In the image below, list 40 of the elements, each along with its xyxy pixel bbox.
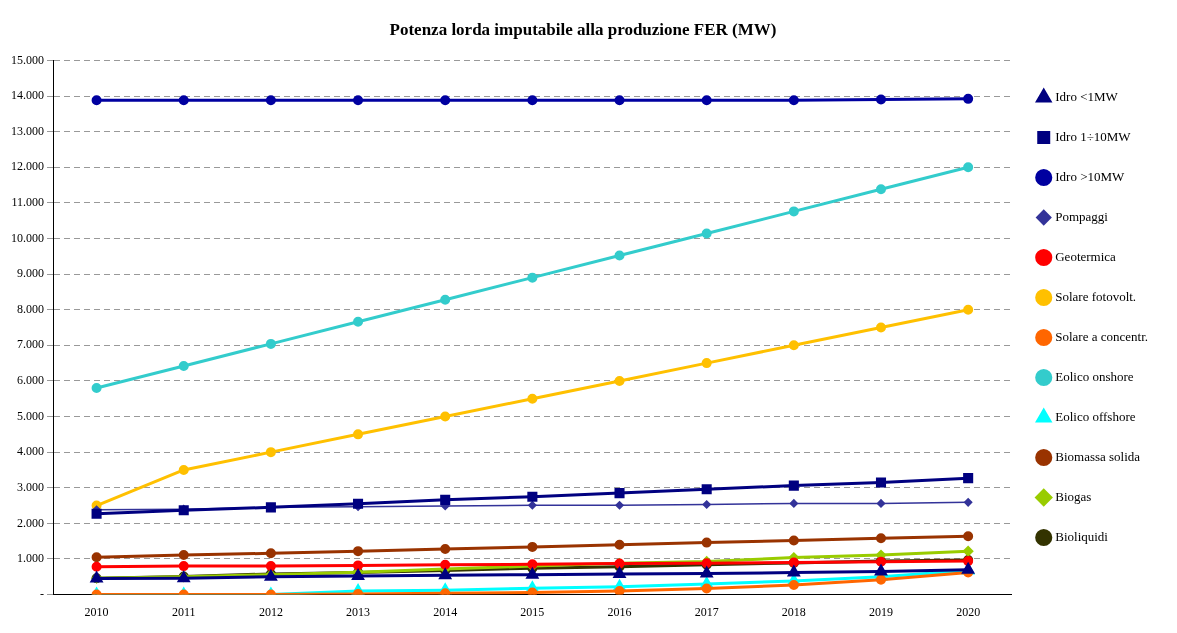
x-tick-label: 2018 <box>781 604 806 619</box>
y-tick-label: 1.000 <box>17 551 44 566</box>
y-tick-label: 5.000 <box>17 408 44 423</box>
legend-label: Bioliquidi <box>1055 528 1109 544</box>
legend-label: Idro <1MW <box>1055 88 1119 104</box>
y-tick-label: 7.000 <box>17 337 44 352</box>
y-tick-label: 8.000 <box>17 301 44 316</box>
legend-label: Pompaggi <box>1055 208 1109 224</box>
y-tick-label: - <box>40 586 44 601</box>
legend-label: Solare a concentr. <box>1055 328 1148 344</box>
legend-label: Idro >10MW <box>1055 168 1126 184</box>
chart-title: Potenza lorda imputabile alla produzione FER (MW) <box>389 19 777 39</box>
y-tick-label: 2.000 <box>17 515 44 530</box>
x-tick-label: 2012 <box>258 604 283 619</box>
legend-label: Biomassa solida <box>1055 448 1141 464</box>
x-tick-label: 2015 <box>520 604 545 619</box>
y-tick-label: 15.000 <box>11 52 44 67</box>
legend-label: Geotermica <box>1055 248 1117 264</box>
x-tick-label: 2020 <box>956 604 981 619</box>
y-tick-label: 9.000 <box>17 266 44 281</box>
y-tick-label: 6.000 <box>17 373 44 388</box>
y-tick-label: 11.000 <box>11 195 44 210</box>
x-tick-label: 2014 <box>433 604 458 619</box>
y-tick-label: 14.000 <box>11 88 44 103</box>
legend-label: Idro 1÷10MW <box>1055 128 1132 144</box>
x-tick-label: 2010 <box>84 604 109 619</box>
legend-label: Eolico offshore <box>1055 408 1136 424</box>
x-tick-label: 2019 <box>869 604 893 619</box>
legend-label: Eolico onshore <box>1055 368 1134 384</box>
y-tick-label: 10.000 <box>11 230 44 245</box>
y-tick-label: 4.000 <box>17 444 44 459</box>
x-tick-label: 2016 <box>607 604 632 619</box>
y-tick-label: 3.000 <box>17 479 44 494</box>
x-tick-label: 2013 <box>346 604 371 619</box>
y-tick-label: 13.000 <box>11 123 44 138</box>
legend-label: Solare fotovolt. <box>1055 288 1137 304</box>
y-tick-label: 12.000 <box>11 159 44 174</box>
legend-label: Biogas <box>1055 488 1092 504</box>
x-tick-label: 2017 <box>694 604 719 619</box>
x-tick-label: 2011 <box>171 604 196 619</box>
